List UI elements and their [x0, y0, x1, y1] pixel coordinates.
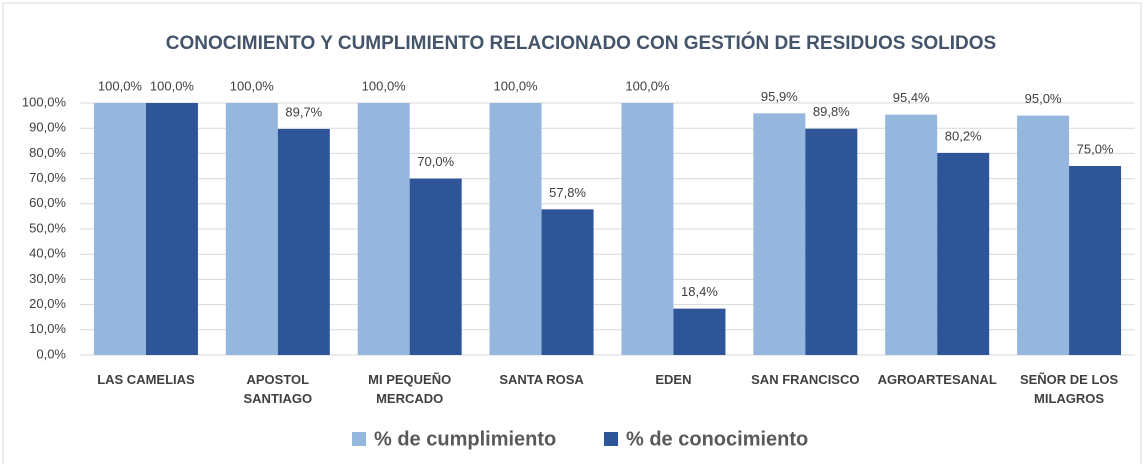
data-label: 75,0%: [1077, 141, 1114, 156]
data-label: 89,7%: [285, 104, 322, 119]
data-label: 100,0%: [230, 78, 275, 93]
bar: [753, 113, 806, 355]
x-tick-label: SEÑOR DE LOS MILAGROS: [1019, 372, 1119, 406]
bar: [673, 308, 726, 355]
legend-swatch: [352, 432, 366, 446]
bar: [1069, 166, 1122, 355]
y-tick-label: 50,0%: [29, 220, 66, 235]
bar: [357, 103, 410, 355]
data-label: 100,0%: [362, 78, 407, 93]
data-label: 57,8%: [549, 185, 586, 200]
x-tick-label: LAS CAMELIAS: [97, 372, 195, 387]
data-label: 95,0%: [1025, 91, 1062, 106]
data-label: 70,0%: [417, 154, 454, 169]
bar: [277, 128, 330, 355]
x-tick-label: MI PEQUEÑO MERCADO: [368, 372, 452, 406]
bar: [541, 209, 594, 355]
y-tick-label: 60,0%: [29, 195, 66, 210]
bar: [937, 152, 990, 355]
data-label: 80,2%: [945, 128, 982, 143]
y-tick-label: 0,0%: [36, 346, 66, 361]
y-tick-label: 100,0%: [22, 94, 67, 109]
y-tick-label: 40,0%: [29, 246, 66, 261]
y-tick-label: 20,0%: [29, 296, 66, 311]
x-tick-label: APOSTOL SANTIAGO: [243, 372, 313, 406]
bar: [145, 103, 198, 355]
bar: [805, 128, 858, 355]
bar: [93, 103, 146, 355]
x-tick-label: SAN FRANCISCO: [751, 372, 860, 387]
x-tick-label: EDEN: [655, 372, 692, 387]
y-tick-label: 10,0%: [29, 321, 66, 336]
x-tick-label: SANTA ROSA: [499, 372, 584, 387]
y-tick-label: 90,0%: [29, 120, 66, 135]
legend-label: % de conocimiento: [626, 428, 808, 450]
y-tick-label: 70,0%: [29, 170, 66, 185]
bar: [225, 103, 278, 355]
x-tick-label: AGROARTESANAL: [877, 372, 997, 387]
data-label: 100,0%: [150, 78, 195, 93]
bar: [489, 103, 542, 355]
y-tick-label: 80,0%: [29, 145, 66, 160]
chart-title: CONOCIMIENTO Y CUMPLIMIENTO RELACIONADO …: [166, 32, 996, 54]
data-label: 95,9%: [761, 89, 798, 104]
data-label: 100,0%: [625, 78, 670, 93]
bar: [1017, 115, 1070, 355]
y-tick-label: 30,0%: [29, 271, 66, 286]
data-label: 18,4%: [681, 284, 718, 299]
legend-label: % de cumplimiento: [374, 428, 556, 450]
data-label: 89,8%: [813, 104, 850, 119]
bar: [409, 178, 462, 355]
data-label: 100,0%: [98, 78, 143, 93]
bar: [621, 103, 674, 355]
legend-swatch: [604, 432, 618, 446]
bar: [885, 114, 938, 355]
data-label: 95,4%: [893, 90, 930, 105]
data-label: 100,0%: [494, 78, 539, 93]
